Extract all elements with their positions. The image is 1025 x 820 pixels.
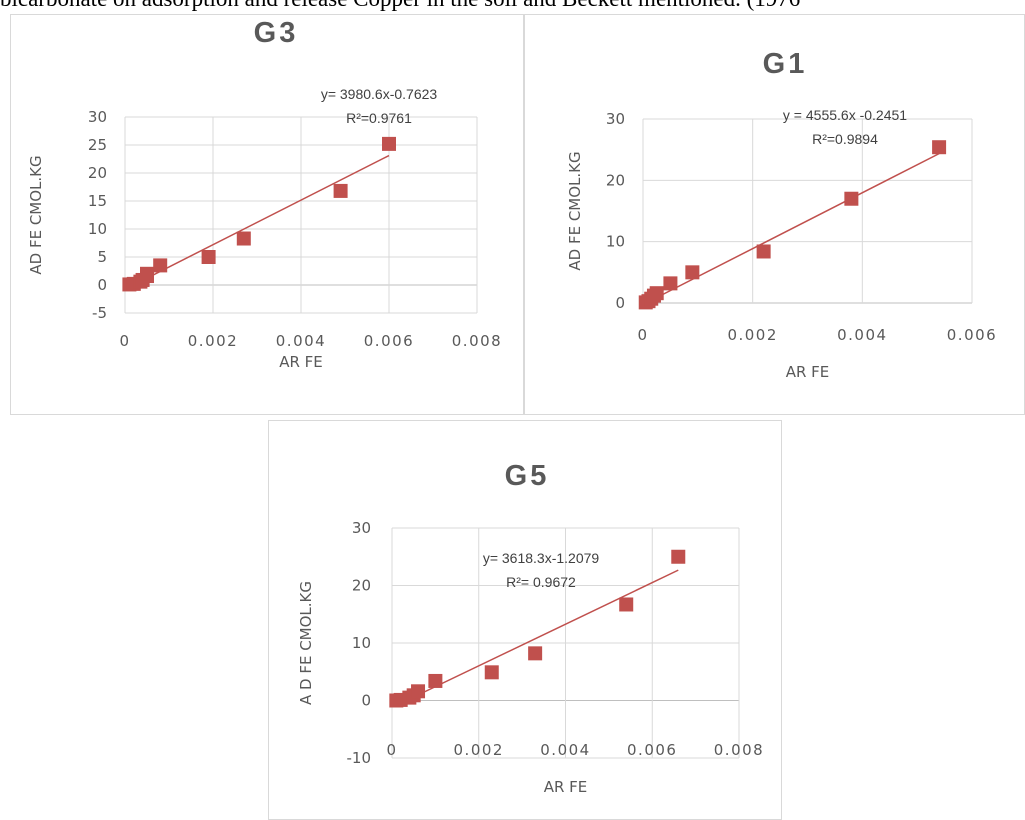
- y-tick-label: 0: [361, 692, 371, 710]
- data-point: [756, 244, 771, 259]
- y-tick-label: 10: [352, 634, 371, 652]
- x-axis-label: AR FE: [279, 353, 323, 371]
- chart-g5-svg: -10 0 10 20 30 0 0.002 0.004 0.006 0.008 G5 AR FE A …: [297, 460, 764, 796]
- x-tick-label: 0.002: [454, 741, 504, 759]
- x-tick-label: 0.004: [276, 332, 326, 350]
- chart-g3-svg: -5 0 5 10 15 20 25 30 0 0.002 0.004 0.006 0.008 G3 AR …: [27, 17, 502, 371]
- x-tick-label: 0.004: [540, 741, 590, 759]
- chart-panel-g1: 0 10 20 30 0 0.002 0.004 0.006 G1 AR FE AD FE CMOL…: [524, 14, 1025, 415]
- data-point: [411, 684, 426, 699]
- trendline: [129, 154, 390, 288]
- chart-title: G5: [505, 460, 550, 492]
- y-tick-label: 30: [88, 108, 107, 126]
- y-axis-label: AD FE CMOL.KG: [27, 155, 45, 274]
- trend-equation: y= 3618.3x-1.2079: [483, 550, 600, 566]
- y-tick-label: 0: [615, 294, 625, 312]
- y-axis-label: AD FE CMOL.KG: [566, 151, 584, 270]
- x-tick-label: 0.006: [364, 332, 414, 350]
- trend-equation: y = 4555.6x -0.2451: [783, 107, 907, 123]
- y-tick-label: 15: [88, 192, 107, 210]
- data-point: [932, 140, 947, 155]
- data-point: [663, 276, 678, 291]
- trendline: [645, 152, 940, 304]
- chart-panel-g5: -10 0 10 20 30 0 0.002 0.004 0.006 0.008 G5 AR FE A …: [268, 420, 782, 820]
- data-point: [649, 286, 664, 301]
- y-tick-label: 0: [97, 276, 107, 294]
- y-tick-label: 25: [88, 136, 107, 154]
- x-tick-label: 0.002: [188, 332, 238, 350]
- y-tick-label: -5: [92, 304, 107, 322]
- y-tick-label: 5: [97, 248, 107, 266]
- y-tick-label: 20: [88, 164, 107, 182]
- x-tick-label: 0: [386, 741, 397, 759]
- y-tick-label: 20: [606, 171, 625, 189]
- x-tick-label: 0.002: [727, 326, 777, 344]
- y-tick-label: -10: [347, 749, 372, 767]
- data-point: [140, 266, 154, 281]
- data-point: [153, 258, 168, 273]
- data-point: [671, 549, 686, 564]
- data-point: [201, 250, 216, 264]
- x-tick-label: 0.006: [947, 326, 997, 344]
- x-tick-label: 0.006: [627, 741, 677, 759]
- chart-g1-svg: 0 10 20 30 0 0.002 0.004 0.006 G1 AR FE AD FE CMOL…: [566, 48, 997, 381]
- y-tick-label: 20: [352, 577, 371, 595]
- y-axis-label: A D FE CMOL.KG: [297, 581, 315, 705]
- trend-equation: y= 3980.6x-0.7623: [321, 86, 438, 102]
- caption-text: bicarbonate on adsorption and release Co…: [0, 0, 1025, 16]
- data-point: [528, 646, 543, 661]
- chart-title: G1: [763, 48, 808, 80]
- y-tick-label: 10: [88, 220, 107, 238]
- x-tick-label: 0: [119, 332, 130, 350]
- r-squared-label: R²=0.9761: [346, 110, 412, 126]
- x-tick-label: 0.004: [837, 326, 887, 344]
- chart-panel-g3: -5 0 5 10 15 20 25 30 0 0.002 0.004 0.006 0.008 G3 AR …: [10, 14, 524, 415]
- data-point: [382, 136, 396, 151]
- data-point: [236, 231, 251, 246]
- x-axis-label: AR FE: [544, 778, 588, 796]
- x-tick-label: 0.008: [714, 741, 764, 759]
- y-tick-label: 30: [352, 519, 371, 537]
- x-tick-label: 0.008: [452, 332, 502, 350]
- data-point: [428, 673, 443, 688]
- x-tick-label: 0: [637, 326, 648, 344]
- data-point: [484, 665, 499, 680]
- x-axis-label: AR FE: [786, 363, 830, 381]
- data-point: [685, 265, 700, 280]
- data-point: [619, 597, 634, 612]
- trendline: [396, 569, 679, 707]
- y-tick-label: 30: [606, 110, 625, 128]
- r-squared-label: R²=0.9894: [812, 131, 878, 147]
- data-point: [844, 191, 859, 206]
- y-tick-label: 10: [606, 233, 625, 251]
- chart-title: G3: [254, 17, 299, 49]
- r-squared-label: R²= 0.9672: [506, 574, 576, 590]
- data-point: [333, 183, 348, 198]
